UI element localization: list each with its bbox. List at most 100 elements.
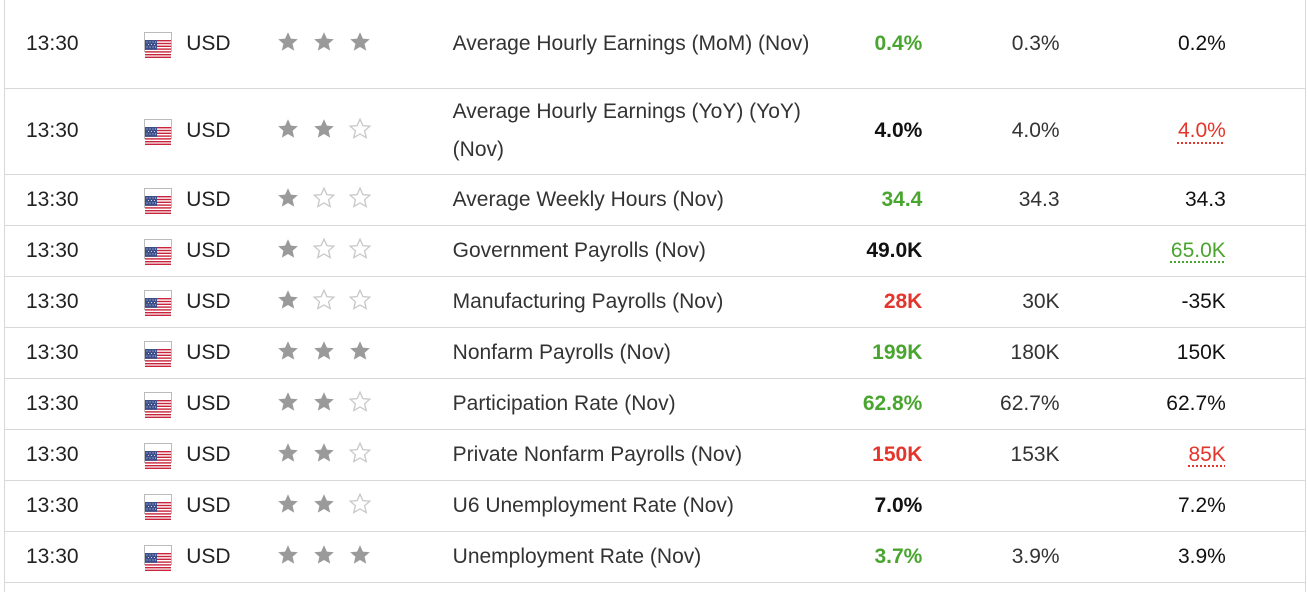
importance-stars xyxy=(276,174,453,226)
table-row[interactable]: 13:30 USD Participation Rate (Nov) 62.8%… xyxy=(4,378,1306,430)
us-flag-icon xyxy=(144,493,173,520)
table-row[interactable]: 13:30 USD Nonfarm Payrolls (Nov) 199K 18… xyxy=(4,327,1306,379)
actual-value: 49.0K xyxy=(859,225,923,277)
star-outline-icon xyxy=(348,390,372,414)
previous-value: 0.2% xyxy=(1059,0,1226,89)
table-row[interactable]: 13:30 USD Manufacturing Payrolls (Nov) 2… xyxy=(4,276,1306,328)
us-flag-icon xyxy=(144,442,173,469)
table-row[interactable]: 13:30 USD Average Hourly Earnings (MoM) … xyxy=(4,0,1306,89)
star-filled-icon xyxy=(276,117,300,141)
economic-calendar-table: 13:30 USD Average Hourly Earnings (MoM) … xyxy=(4,0,1306,583)
star-outline-icon xyxy=(312,237,336,261)
event-name[interactable]: Nonfarm Payrolls (Nov) xyxy=(452,327,860,379)
importance-stars xyxy=(276,480,453,532)
star-outline-icon xyxy=(348,492,372,516)
previous-value: 7.2% xyxy=(1059,480,1226,532)
actual-value: 34.4 xyxy=(859,174,923,226)
event-name[interactable]: Participation Rate (Nov) xyxy=(452,378,860,430)
currency-code: USD xyxy=(186,289,231,313)
event-time: 13:30 xyxy=(4,429,145,481)
previous-value-text: 85K xyxy=(1188,442,1226,466)
importance-stars xyxy=(276,531,453,583)
star-outline-icon xyxy=(312,186,336,210)
currency-code: USD xyxy=(186,238,231,262)
currency-code: USD xyxy=(186,493,231,517)
event-name[interactable]: Manufacturing Payrolls (Nov) xyxy=(452,276,860,328)
previous-value-text: 0.2% xyxy=(1177,31,1226,55)
star-filled-icon xyxy=(312,390,336,414)
actual-value: 62.8% xyxy=(859,378,923,430)
event-name[interactable]: Government Payrolls (Nov) xyxy=(452,225,860,277)
star-filled-icon xyxy=(276,288,300,312)
currency-code: USD xyxy=(186,340,231,364)
previous-value-text: 62.7% xyxy=(1166,391,1226,415)
event-time: 13:30 xyxy=(4,88,145,175)
star-filled-icon xyxy=(348,339,372,363)
actual-value: 28K xyxy=(859,276,923,328)
currency-code: USD xyxy=(186,391,231,415)
forecast-value: 180K xyxy=(922,327,1060,379)
currency-code: USD xyxy=(186,187,231,211)
currency-cell: USD xyxy=(144,174,277,226)
us-flag-icon xyxy=(144,391,173,418)
actual-value: 7.0% xyxy=(859,480,923,532)
currency-cell: USD xyxy=(144,531,277,583)
star-outline-icon xyxy=(348,441,372,465)
event-time: 13:30 xyxy=(4,531,145,583)
event-name[interactable]: Private Nonfarm Payrolls (Nov) xyxy=(452,429,860,481)
previous-value: 65.0K xyxy=(1059,225,1226,277)
actual-value: 150K xyxy=(859,429,923,481)
previous-value-text: 3.9% xyxy=(1177,544,1226,568)
actual-value: 3.7% xyxy=(859,531,923,583)
previous-value: 85K xyxy=(1059,429,1226,481)
event-name[interactable]: Average Weekly Hours (Nov) xyxy=(452,174,860,226)
star-outline-icon xyxy=(348,117,372,141)
forecast-value xyxy=(922,480,1060,532)
event-name[interactable]: Average Hourly Earnings (MoM) (Nov) xyxy=(452,0,860,89)
previous-value: 3.9% xyxy=(1059,531,1226,583)
event-time: 13:30 xyxy=(4,225,145,277)
star-filled-icon xyxy=(348,543,372,567)
previous-value: -35K xyxy=(1059,276,1226,328)
star-filled-icon xyxy=(276,30,300,54)
us-flag-icon xyxy=(144,289,173,316)
forecast-value: 3.9% xyxy=(922,531,1060,583)
importance-stars xyxy=(276,225,453,277)
event-name[interactable]: Unemployment Rate (Nov) xyxy=(452,531,860,583)
table-row[interactable]: 13:30 USD Average Weekly Hours (Nov) 34.… xyxy=(4,174,1306,226)
importance-stars xyxy=(276,429,453,481)
star-outline-icon xyxy=(312,288,336,312)
table-row[interactable]: 13:30 USD Private Nonfarm Payrolls (Nov)… xyxy=(4,429,1306,481)
star-filled-icon xyxy=(348,30,372,54)
currency-cell: USD xyxy=(144,276,277,328)
event-time: 13:30 xyxy=(4,174,145,226)
us-flag-icon xyxy=(144,340,173,367)
star-outline-icon xyxy=(348,288,372,312)
forecast-value: 4.0% xyxy=(922,88,1060,175)
star-filled-icon xyxy=(312,30,336,54)
forecast-value: 30K xyxy=(922,276,1060,328)
forecast-value xyxy=(922,225,1060,277)
us-flag-icon xyxy=(144,119,173,146)
previous-value-text: 4.0% xyxy=(1177,119,1226,142)
star-filled-icon xyxy=(276,390,300,414)
table-row[interactable]: 13:30 USD Average Hourly Earnings (YoY) … xyxy=(4,88,1306,175)
event-name[interactable]: Average Hourly Earnings (YoY) (YoY) (Nov… xyxy=(452,88,860,175)
us-flag-icon xyxy=(144,187,173,214)
currency-cell: USD xyxy=(144,327,277,379)
previous-value-text: 65.0K xyxy=(1170,238,1226,262)
currency-code: USD xyxy=(186,119,231,142)
star-filled-icon xyxy=(312,339,336,363)
previous-value: 34.3 xyxy=(1059,174,1226,226)
actual-value: 199K xyxy=(859,327,923,379)
star-filled-icon xyxy=(312,441,336,465)
event-name[interactable]: U6 Unemployment Rate (Nov) xyxy=(452,480,860,532)
forecast-value: 62.7% xyxy=(922,378,1060,430)
currency-code: USD xyxy=(186,544,231,568)
table-row[interactable]: 13:30 USD U6 Unemployment Rate (Nov) 7.0… xyxy=(4,480,1306,532)
table-row[interactable]: 13:30 USD Government Payrolls (Nov) 49.0… xyxy=(4,225,1306,277)
event-time: 13:30 xyxy=(4,480,145,532)
previous-value-text: 34.3 xyxy=(1184,187,1226,211)
table-row[interactable]: 13:30 USD Unemployment Rate (Nov) 3.7% 3… xyxy=(4,531,1306,583)
us-flag-icon xyxy=(144,32,173,59)
